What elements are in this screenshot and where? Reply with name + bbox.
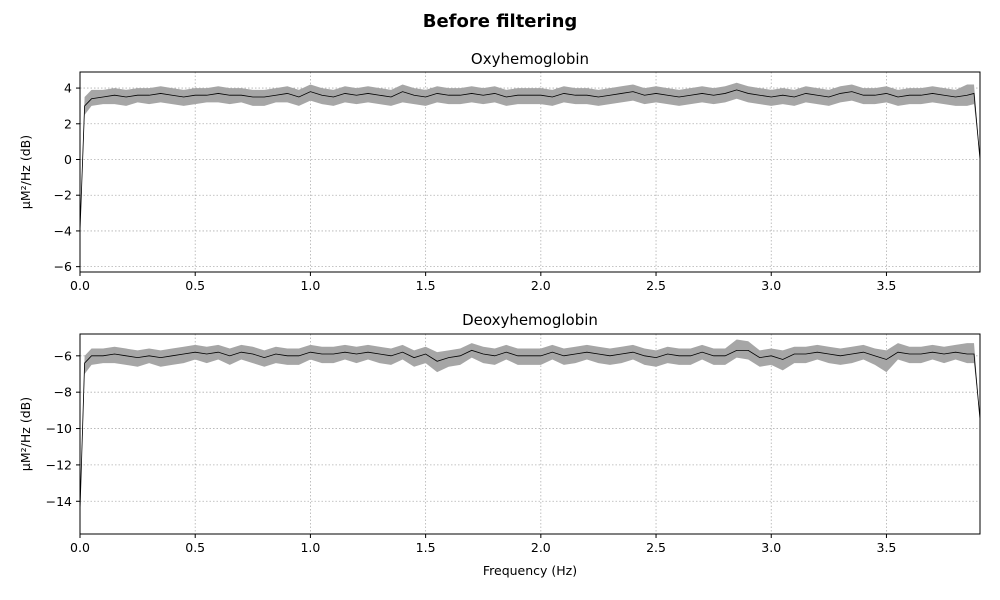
deoxyhemoglobin-variance-band: [80, 339, 980, 511]
oxyhemoglobin-panel: Oxyhemoglobin μM²/Hz (dB) 0.0 0.5 1.0 1.5 2.…: [18, 50, 981, 293]
oxyhemoglobin-xtick-label-1: 0.5: [185, 278, 205, 293]
deoxyhemoglobin-xtick-label-6: 3.0: [761, 540, 781, 555]
deoxyhemoglobin-xtick-label-5: 2.5: [646, 540, 666, 555]
deoxyhemoglobin-xtick-label-1: 0.5: [185, 540, 205, 555]
figure-title: Before filtering: [423, 11, 578, 32]
oxyhemoglobin-ytick-label-2: −2: [54, 188, 72, 203]
oxyhemoglobin-ylabel: μM²/Hz (dB): [18, 135, 33, 209]
oxyhemoglobin-ytick-label-5: 4: [64, 81, 72, 96]
deoxyhemoglobin-xtick-label-0: 0.0: [70, 540, 90, 555]
deoxyhemoglobin-ytick-label-0: −14: [46, 494, 72, 509]
deoxyhemoglobin-xtick-label-2: 1.0: [300, 540, 320, 555]
deoxyhemoglobin-xtick-label-3: 1.5: [416, 540, 436, 555]
oxyhemoglobin-ytick-label-4: 2: [64, 116, 72, 131]
oxyhemoglobin-xtick-label-3: 1.5: [416, 278, 436, 293]
oxyhemoglobin-ytick-label-3: 0: [64, 152, 72, 167]
deoxyhemoglobin-xtick-label-4: 2.0: [531, 540, 551, 555]
oxyhemoglobin-ytick-label-0: −6: [54, 259, 72, 274]
oxyhemoglobin-title: Oxyhemoglobin: [471, 50, 589, 68]
oxyhemoglobin-ytick-label-1: −4: [54, 223, 72, 238]
oxyhemoglobin-xtick-label-0: 0.0: [70, 278, 90, 293]
deoxyhemoglobin-ytick-label-2: −10: [46, 421, 72, 436]
oxyhemoglobin-xtick-label-4: 2.0: [531, 278, 551, 293]
oxyhemoglobin-variance-band: [80, 82, 980, 231]
deoxyhemoglobin-ytick-label-3: −8: [54, 385, 72, 400]
deoxyhemoglobin-mean-line: [79, 349, 981, 511]
deoxyhemoglobin-xtick-label-7: 3.5: [877, 540, 897, 555]
oxyhemoglobin-xtick-label-2: 1.0: [300, 278, 320, 293]
deoxyhemoglobin-axes-frame: [79, 333, 981, 535]
deoxyhemoglobin-panel: Deoxyhemoglobin μM²/Hz (dB) Frequency (H…: [18, 311, 981, 578]
frequency-xlabel: Frequency (Hz): [483, 563, 577, 578]
deoxyhemoglobin-ylabel: μM²/Hz (dB): [18, 397, 33, 471]
deoxyhemoglobin-ytick-label-1: −12: [46, 457, 72, 472]
oxyhemoglobin-xtick-label-7: 3.5: [877, 278, 897, 293]
oxyhemoglobin-axes-frame: [79, 71, 981, 273]
oxyhemoglobin-xtick-label-6: 3.0: [761, 278, 781, 293]
deoxyhemoglobin-title: Deoxyhemoglobin: [462, 311, 598, 329]
oxyhemoglobin-xtick-label-5: 2.5: [646, 278, 666, 293]
deoxyhemoglobin-ytick-label-4: −6: [54, 348, 72, 363]
oxyhemoglobin-mean-line: [79, 89, 981, 231]
